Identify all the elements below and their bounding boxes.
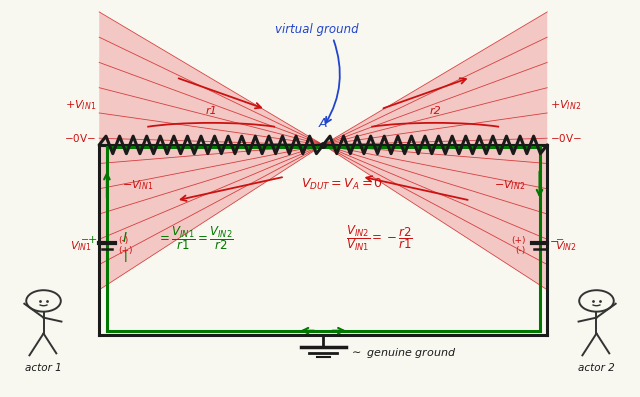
Text: $V_{IN2}$: $V_{IN2}$ — [555, 239, 577, 253]
Text: $\sim$ genuine ground: $\sim$ genuine ground — [349, 345, 456, 360]
Text: $-$: $-$ — [555, 233, 564, 243]
Text: $-V_{IN1}$: $-V_{IN1}$ — [122, 178, 153, 191]
Text: $-$: $-$ — [81, 233, 90, 243]
Text: $-V_{IN2}$: $-V_{IN2}$ — [493, 178, 525, 191]
Text: $+V_{IN1}$: $+V_{IN1}$ — [65, 98, 96, 112]
Text: $\mathbf{|}$: $\mathbf{|}$ — [123, 249, 127, 264]
Polygon shape — [323, 12, 547, 290]
Text: virtual ground: virtual ground — [275, 23, 358, 36]
Text: r2: r2 — [429, 106, 441, 116]
Text: $-$: $-$ — [549, 235, 559, 245]
Text: $-$0V$-$: $-$0V$-$ — [64, 132, 96, 144]
Text: $= \dfrac{V_{IN1}}{r1} = \dfrac{V_{IN2}}{r2}$: $= \dfrac{V_{IN1}}{r1} = \dfrac{V_{IN2}}… — [157, 224, 234, 252]
Text: $-$0V$-$: $-$0V$-$ — [550, 132, 582, 144]
Text: $\dfrac{V_{IN2}}{V_{IN1}} = -\dfrac{r2}{r1}$: $\dfrac{V_{IN2}}{V_{IN1}} = -\dfrac{r2}{… — [346, 223, 412, 253]
Text: +: + — [88, 235, 97, 245]
Text: (+): (+) — [511, 237, 525, 245]
Text: actor 2: actor 2 — [578, 363, 615, 373]
Text: $I$: $I$ — [122, 231, 127, 245]
Text: (-): (-) — [118, 237, 129, 245]
Text: $V_{IN1}$: $V_{IN1}$ — [70, 239, 92, 253]
Text: (-): (-) — [515, 246, 525, 254]
Text: actor 1: actor 1 — [25, 363, 62, 373]
Text: A: A — [319, 117, 328, 130]
Polygon shape — [99, 12, 323, 290]
Text: (+): (+) — [118, 246, 133, 254]
Text: $V_{DUT} = V_A = 0$: $V_{DUT} = V_A = 0$ — [301, 177, 383, 192]
Text: r1: r1 — [205, 106, 217, 116]
Text: $+V_{IN2}$: $+V_{IN2}$ — [550, 98, 582, 112]
